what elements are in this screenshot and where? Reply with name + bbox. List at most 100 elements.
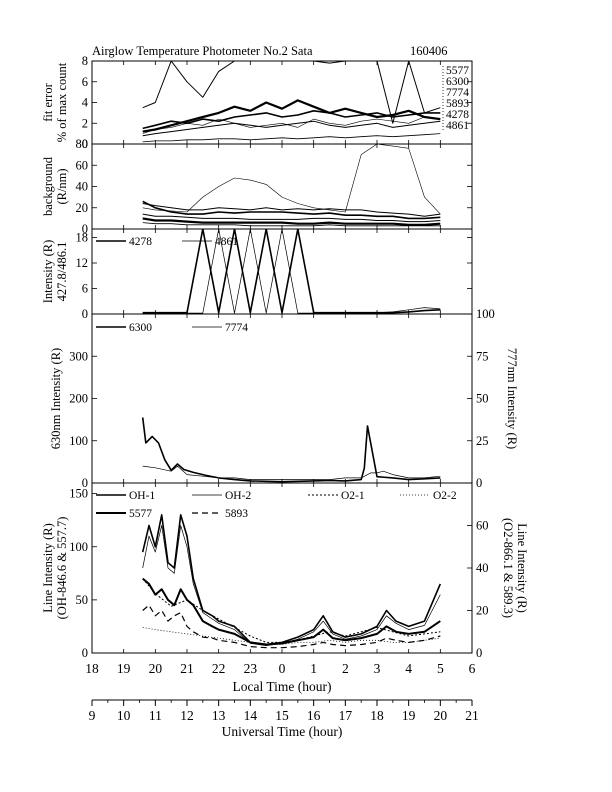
y-tick-label: 80 <box>76 137 89 151</box>
y-tick-label: 300 <box>69 349 88 363</box>
series-line-line_intensity-OH-2 <box>142 525 441 646</box>
local-time-tick-label: 6 <box>469 661 476 676</box>
panel-frame <box>91 313 473 484</box>
y-axis-label-2: 427.8/486.1 <box>55 242 69 302</box>
local-time-tick-label: 18 <box>85 661 99 676</box>
local-time-tick-label: 19 <box>117 661 131 676</box>
panel-oi_lines: 0 100 200 300 0 25 50 75 100 630nm Intensity (R) 7… <box>49 307 519 490</box>
y-axis-label: Line Intensity (R) <box>41 523 55 613</box>
ut-tick-label: 21 <box>465 708 479 723</box>
series-line-blue_lines-4861 <box>142 229 441 314</box>
series-line-background-4861 <box>142 222 441 227</box>
y-tick-label: 100 <box>69 434 88 448</box>
legend-label-li-oh1: OH-1 <box>129 490 155 502</box>
legend-label-li-o22: O2-2 <box>433 490 457 502</box>
legend-label-oi-7774: 7774 <box>225 322 248 334</box>
panel-fit_error: 0 2 4 6 8 fit error% of max count <box>41 54 473 151</box>
ut-tick-label: 19 <box>402 708 416 723</box>
series-line-line_intensity-O2-2 <box>142 627 441 645</box>
legend-label-li-oh2: OH-2 <box>225 490 251 502</box>
series-group <box>141 417 441 483</box>
ut-tick-label: 11 <box>149 708 162 723</box>
y2-tick-label: 100 <box>476 307 495 321</box>
local-time-axis-label: Local Time (hour) <box>233 679 332 694</box>
y-tick-label: 50 <box>76 593 89 607</box>
legend-label-li-5893: 5893 <box>225 508 248 520</box>
ut-tick-label: 10 <box>117 708 131 723</box>
y-tick-label: 0 <box>82 222 88 236</box>
ut-tick-label: 14 <box>244 708 258 723</box>
y-tick-label: 40 <box>76 180 89 194</box>
y2-tick-label: 0 <box>476 476 482 490</box>
legend-label-oi-6300: 6300 <box>129 322 152 334</box>
series-line-oi_lines-6300 <box>141 417 441 483</box>
y2-axis-label-2: (O2-866.1 & 589.3) <box>501 518 515 618</box>
universal-time-axis-label: Universal Time (hour) <box>222 724 343 739</box>
local-time-tick-label: 23 <box>244 661 258 676</box>
y-tick-label: 0 <box>82 307 88 321</box>
fit-error-legend-6300: 6300 <box>446 76 469 88</box>
ut-tick-label: 18 <box>370 708 384 723</box>
y-tick-label: 0 <box>82 476 88 490</box>
y2-tick-label: 50 <box>476 392 489 406</box>
y2-tick-label: 0 <box>476 646 482 660</box>
y2-tick-label: 20 <box>476 604 489 618</box>
ut-tick-label: 17 <box>339 708 353 723</box>
y-tick-label: 2 <box>82 116 88 130</box>
y-tick-label: 12 <box>76 256 89 270</box>
y-axis-label: 630nm Intensity (R) <box>49 348 63 449</box>
local-time-tick-label: 0 <box>279 661 286 676</box>
panel-background: 0 20 40 60 80 background (R/nm) <box>41 137 473 236</box>
local-time-tick-label: 22 <box>212 661 226 676</box>
series-line-fit_error-6300 <box>142 61 441 124</box>
y2-tick-label: 25 <box>476 434 489 448</box>
series-line-fit_error-4861 <box>142 133 441 143</box>
fit-error-legend-4278: 4278 <box>446 109 469 121</box>
y2-tick-label: 60 <box>476 519 489 533</box>
series-line-fit_error-5893 <box>142 120 441 137</box>
series-line-blue_lines-4278 <box>142 229 441 314</box>
ut-tick-label: 20 <box>434 708 448 723</box>
y-tick-label: 0 <box>82 137 88 151</box>
series-line-line_intensity-OH-1 <box>141 514 442 646</box>
y2-tick-label: 40 <box>476 561 489 575</box>
legend-label-blue-4861: 4861 <box>215 236 238 248</box>
legend-label-li-5577: 5577 <box>129 508 152 520</box>
y-tick-label: 60 <box>76 158 89 172</box>
y-axis-label: background <box>41 156 55 216</box>
series-line-background-5893 <box>142 213 441 223</box>
series-line-background-4278 <box>142 217 441 226</box>
local-time-tick-label: 2 <box>342 661 349 676</box>
y-tick-label: 8 <box>82 54 88 68</box>
local-time-tick-label: 21 <box>180 661 194 676</box>
ut-tick-label: 12 <box>180 708 194 723</box>
y-tick-label: 20 <box>76 201 89 215</box>
ut-tick-label: 13 <box>212 708 226 723</box>
series-group <box>142 144 441 227</box>
series-line-background-7774 <box>142 144 441 215</box>
series-line-line_intensity-5893 <box>142 604 441 649</box>
y2-axis-label: 777nm Intensity (R) <box>505 348 519 449</box>
fit-error-legend-7774: 7774 <box>446 87 469 99</box>
local-time-tick-label: 5 <box>437 661 444 676</box>
local-time-tick-label: 3 <box>374 661 381 676</box>
y-axis-label: fit error <box>41 82 55 121</box>
legend-label-li-o21: O2-1 <box>341 490 365 502</box>
y2-axis-label: Line Intensity (R) <box>515 523 529 613</box>
y-tick-label: 150 <box>69 487 88 501</box>
y-axis-label-2: (R/nm) <box>55 168 69 204</box>
series-line-fit_error-4278 <box>142 99 441 133</box>
y2-tick-label: 75 <box>476 349 489 363</box>
ut-tick-label: 15 <box>275 708 289 723</box>
ut-tick-label: 9 <box>89 708 96 723</box>
figure-title: Airglow Temperature Photometer No.2 Sata <box>92 44 313 58</box>
y-tick-label: 6 <box>82 282 88 296</box>
series-group <box>142 229 441 314</box>
series-line-fit_error-7774 <box>142 116 441 134</box>
panel-blue_lines: 0 6 12 18 Intensity (R) 427.8/486.1 <box>41 228 473 321</box>
fit-error-legend-5577: 5577 <box>446 65 469 77</box>
